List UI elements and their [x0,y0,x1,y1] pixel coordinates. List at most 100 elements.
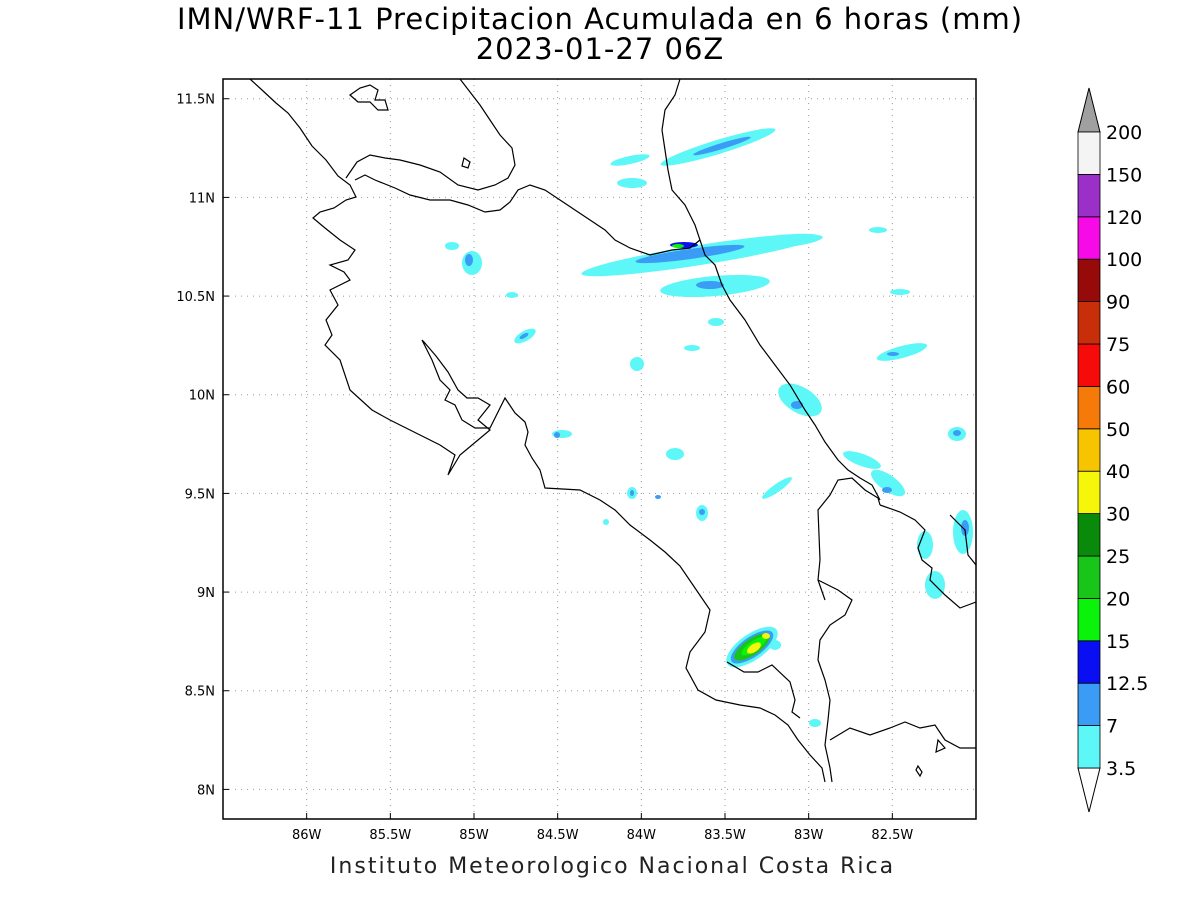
coastline-north [249,79,826,783]
precip-cell [666,448,684,460]
lon-tick-label: 82.5W [871,828,913,843]
colorbar-swatch [1077,301,1101,345]
colorbar-level-label: 20 [1106,588,1130,610]
panama-border [817,559,826,601]
map-background [223,79,976,819]
colorbar-swatch [1077,640,1101,684]
precip-cell [870,469,906,497]
colorbar-swatch [1077,258,1101,303]
precip-cell [809,719,821,727]
plot-frame [222,78,977,820]
island [349,84,389,111]
precip-cell [693,136,751,156]
precip-cell [684,345,700,351]
latitude-axis: 11.5N 11N 10.5N 10N 9.5N 9N 8.5N 8N [176,93,229,798]
island [935,738,946,754]
lon-tick-label: 85W [459,828,489,843]
lat-tick-label: 8.5N [185,685,215,700]
footer-credit: Instituto Meteorologico Nacional Costa R… [329,854,896,879]
colorbar-swatch [1077,385,1101,430]
precip-cell [699,509,705,515]
lat-tick-label: 11N [189,191,215,206]
precip-cell [890,289,910,295]
colorbar-swatch [1077,725,1101,769]
precip-cell [672,244,684,248]
colorbar-swatch [1077,216,1101,260]
precip-cell [778,383,822,417]
lon-tick-label: 83.5W [704,828,746,843]
colorbar-swatch [1077,513,1101,557]
precip-cell [747,642,761,654]
coastline-golfo-dulce-east [817,579,853,783]
precip-cell [791,401,803,409]
lake-nicaragua [345,79,516,191]
precip-cell [708,318,724,326]
precip-cell [762,477,792,499]
lon-tick-label: 84.5W [537,828,579,843]
coastline-bocas-islands [949,514,976,566]
colorbar-level-label: 7 [1106,716,1118,738]
coastline-osa-gulf [726,661,801,719]
precip-cell [630,357,644,371]
colorbar-level-label: 100 [1106,249,1142,271]
island [915,764,923,778]
precip-cell [630,490,634,496]
colorbar-level-label: 3.5 [1106,758,1136,780]
precip-cell [506,292,518,298]
colorbar-swatch [1077,173,1101,218]
colorbar-level-label: 120 [1106,207,1142,229]
precip-cell [655,495,661,499]
colorbar-level-label: 12.5 [1106,673,1148,695]
colorbar-bottom-arrow [1077,767,1101,813]
island [461,157,471,169]
longitude-axis: 86W 85.5W 85W 84.5W 84W 83.5W 83W 82.5W [292,813,913,843]
lat-tick-label: 9.5N [185,487,215,502]
precip-cell [554,432,560,438]
colorbar-swatch [1077,343,1101,387]
precip-cell [696,281,724,289]
precip-cell [869,227,887,233]
colorbar: 3.5 7 12.5 15 20 25 30 40 50 60 75 90 100 120 150 200 [1077,87,1148,813]
lon-tick-label: 84W [627,828,657,843]
colorbar-level-label: 15 [1106,631,1130,653]
colorbar-level-label: 90 [1106,292,1130,314]
colorbar-level-label: 30 [1106,504,1130,526]
precipitation-field [445,128,973,727]
lon-tick-label: 86W [292,828,322,843]
precip-cell [953,430,961,436]
coastline-panama [829,721,976,749]
precip-cell [617,178,647,188]
precip-cell [603,519,609,525]
colorbar-level-label: 150 [1106,164,1142,186]
lat-tick-label: 10.5N [176,290,215,305]
colorbar-swatch [1077,598,1101,642]
colorbar-level-label: 50 [1106,419,1130,441]
lat-tick-label: 10N [189,389,215,404]
precip-cell [610,154,650,166]
precip-cell [767,234,823,248]
precip-cell [762,633,770,639]
colorbar-swatch [1077,470,1101,515]
precip-cell [635,244,745,264]
precip-cell [465,254,473,266]
coastline-burica [817,477,881,561]
colorbar-level-label: 60 [1106,376,1130,398]
lon-tick-label: 83W [794,828,824,843]
colorbar-level-label: 75 [1106,334,1130,356]
colorbar-level-label: 25 [1106,546,1130,568]
lat-tick-label: 11.5N [176,93,215,108]
precip-cell [887,352,899,356]
precip-cell [519,332,529,340]
lat-tick-label: 8N [197,783,215,798]
lat-tick-label: 9N [197,586,215,601]
colorbar-swatch [1077,428,1101,472]
colorbar-swatch [1077,131,1101,175]
colorbar-level-label: 200 [1106,122,1142,144]
coastlines-and-borders [249,79,976,783]
precip-cell [961,520,969,536]
map-title: IMN/WRF-11 Precipitacion Acumulada en 6 … [176,2,1024,36]
precip-cell [882,487,892,493]
colorbar-swatch [1077,555,1101,599]
precip-cell [843,451,881,469]
